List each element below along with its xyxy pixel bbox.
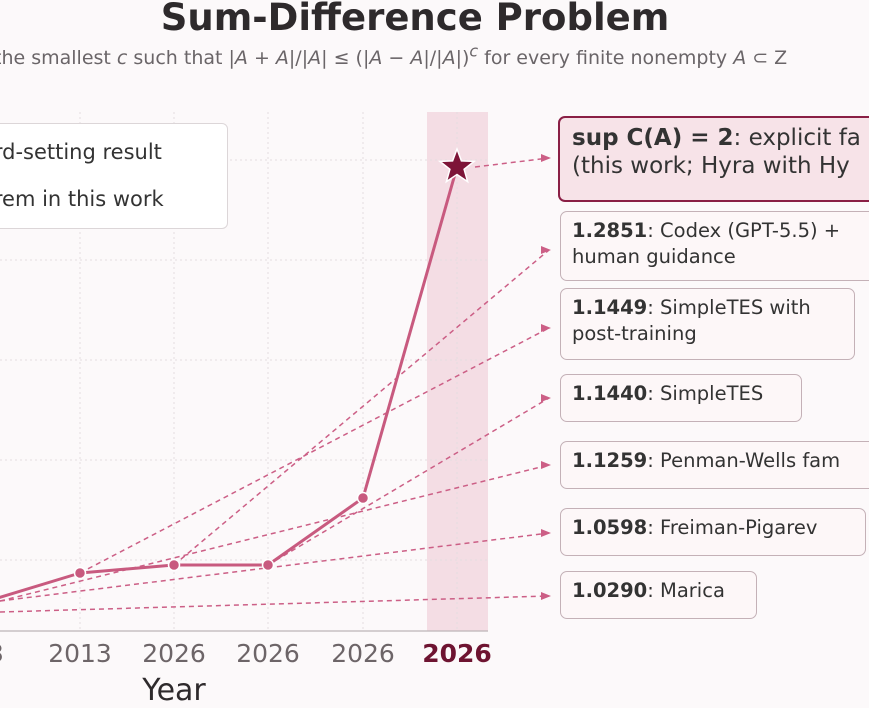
annotation-connector [267, 397, 550, 566]
x-tick-label: 2026 [142, 639, 206, 668]
annotation-value: 1.2851 [572, 219, 648, 242]
connector-arrowhead [541, 529, 551, 537]
data-point [167, 558, 181, 572]
annotation-text: : explicit fa [733, 125, 861, 151]
legend-item-theorem: orem in this work [0, 187, 164, 211]
annotation-text: : Marica [647, 579, 725, 602]
connector-arrowhead [541, 324, 551, 332]
annotation-connector [173, 249, 550, 566]
legend-label: ord-setting result [0, 140, 162, 164]
annotation-box: 1.1259: Penman-Wells fam [560, 441, 869, 489]
x-axis-label: Year [141, 673, 206, 708]
annotation-value: 1.1259 [572, 449, 648, 472]
annotation-text: : SimpleTES with [647, 296, 811, 319]
connector-arrowhead [541, 154, 551, 162]
chart-subtitle: the smallest c such that |A + A|/|A| ≤ (… [0, 42, 793, 69]
legend-label: orem in this work [0, 187, 164, 211]
annotation-text-line2: (this work; Hyra with Hy [572, 153, 850, 179]
annotation-connector [0, 532, 550, 602]
x-tick-label: 2026 [331, 639, 395, 668]
annotation-text: : Penman-Wells fam [647, 449, 841, 472]
annotation-text: : Codex (GPT-5.5) + [647, 219, 841, 242]
subtitle-text: the smallest c such that |A + A|/|A| ≤ (… [0, 42, 788, 70]
annotation-connector [474, 157, 550, 168]
chart-legend: ord-setting result orem in this work [0, 123, 228, 229]
annotation-connector [0, 595, 550, 613]
x-tick-label: 2013 [48, 639, 112, 668]
data-point [356, 491, 370, 505]
x-tick-label: 73 [0, 639, 4, 668]
chart-title: Sum-Difference Problem [160, 0, 670, 39]
connector-arrowhead [541, 394, 551, 402]
annotation-box: 1.1449: SimpleTES with post-training [560, 288, 855, 360]
annotation-connector [79, 327, 550, 574]
annotation-box: 1.0290: Marica [560, 571, 757, 619]
annotation-value: 1.0290 [572, 579, 648, 602]
connector-arrowhead [541, 246, 551, 254]
series-line [0, 166, 459, 599]
data-point [261, 558, 275, 572]
legend-item-record: ord-setting result [0, 140, 162, 164]
annotation-text-line2: post-training [572, 322, 697, 345]
annotation-value: 1.0598 [572, 516, 648, 539]
annotation-text-line2: human guidance [572, 245, 736, 268]
annotation-connector [0, 464, 550, 602]
annotation-box: 1.2851: Codex (GPT-5.5) + human guidance [560, 211, 869, 281]
annotation-text: : SimpleTES [647, 382, 764, 405]
x-tick-label: 2026 [422, 639, 492, 668]
star-marker [437, 146, 477, 184]
annotation-box: 1.1440: SimpleTES [560, 374, 802, 422]
annotation-box: 1.0598: Freiman-Pigarev [560, 508, 866, 556]
connector-arrowhead [541, 461, 551, 469]
annotation-text: : Freiman-Pigarev [647, 516, 818, 539]
x-tick-label: 2026 [236, 639, 300, 668]
annotation-box-highlight: sup C(A) = 2: explicit fa (this work; Hy… [558, 116, 869, 202]
annotation-value: 1.1449 [572, 296, 648, 319]
annotation-value: sup C(A) = 2 [572, 125, 734, 151]
data-point [73, 566, 87, 580]
annotation-value: 1.1440 [572, 382, 648, 405]
connector-arrowhead [541, 592, 551, 600]
